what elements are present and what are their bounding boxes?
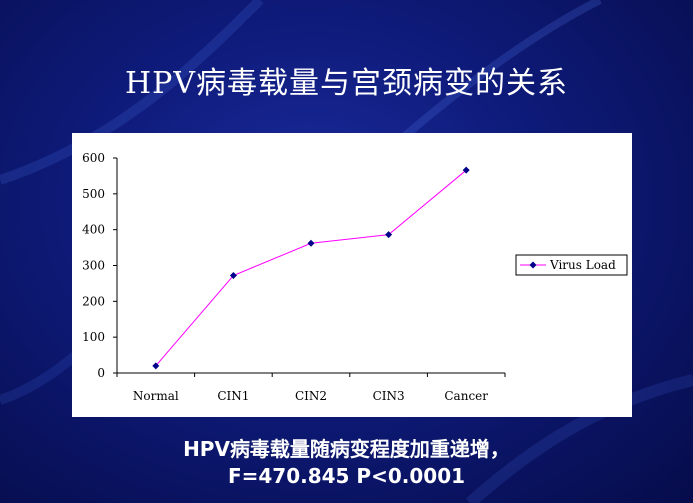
- y-tick-label: 0: [97, 366, 105, 380]
- chart-panel: 0 100 200 300 400 500 600 Normal CIN1 CIN2 CIN3 Can…: [72, 133, 632, 417]
- series-line: [155, 169, 467, 367]
- line-chart: 0 100 200 300 400 500 600 Normal CIN1 CIN2 CIN3 Can…: [82, 151, 628, 403]
- caption-line-2: F=470.845 P<0.0001: [227, 464, 466, 488]
- y-tick-label: 200: [82, 294, 105, 308]
- data-point: [152, 362, 160, 370]
- x-tick-label: CIN1: [217, 389, 249, 403]
- legend-box: [515, 254, 628, 276]
- x-tick-label: Cancer: [444, 389, 488, 403]
- caption-line-1: HPV病毒载量随病变程度加重递增，: [183, 437, 510, 461]
- data-point: [229, 272, 237, 280]
- y-tick-label: 400: [82, 223, 105, 237]
- y-tick-label: 600: [82, 151, 105, 165]
- legend-label: Virus Load: [549, 258, 616, 272]
- x-tick-label: CIN2: [295, 389, 327, 403]
- x-tick-label: CIN3: [373, 389, 405, 403]
- data-point: [307, 239, 315, 247]
- y-tick-label: 500: [82, 187, 105, 201]
- data-point: [462, 166, 470, 174]
- slide-title: HPV病毒载量与宫颈病变的关系: [124, 66, 568, 101]
- data-point: [385, 231, 393, 239]
- y-tick-label: 300: [82, 259, 105, 273]
- x-tick-label: Normal: [133, 389, 179, 403]
- legend-marker: [529, 261, 537, 269]
- y-tick-label: 100: [82, 330, 105, 344]
